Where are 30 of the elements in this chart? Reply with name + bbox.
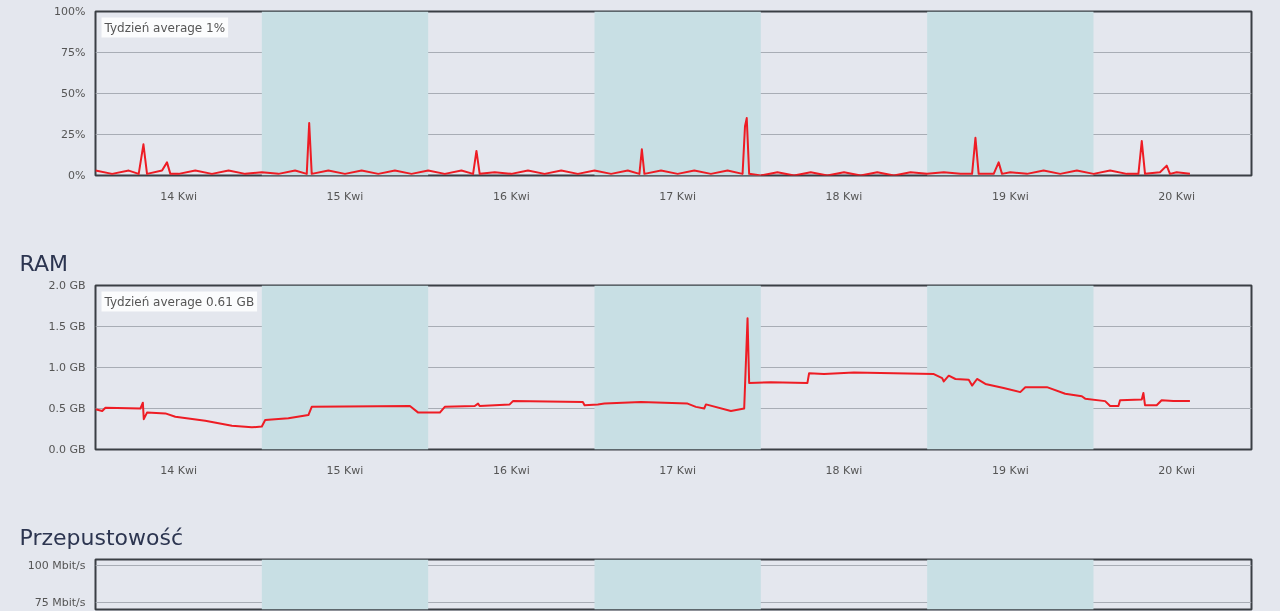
y-tick-label: 100 Mbit/s: [27, 558, 86, 572]
x-tick-label: 15 Kwi: [326, 463, 364, 477]
x-tick-label: 16 Kwi: [492, 463, 530, 477]
chart-title: Przepustowość: [19, 524, 183, 550]
y-tick-label: 75%: [61, 46, 86, 59]
annotation: Tydzień average 1%: [103, 20, 226, 35]
x-tick-label: 18 Kwi: [825, 463, 863, 477]
x-tick-label: 20 Kwi: [1158, 189, 1196, 203]
y-tick-label: 1.5 GB: [48, 320, 86, 333]
y-tick-label: 0.5 GB: [48, 402, 86, 415]
y-tick-label: 0%: [68, 169, 86, 182]
x-tick-label: 17 Kwi: [659, 463, 697, 477]
x-tick-label: 18 Kwi: [825, 189, 863, 203]
x-tick-label: 19 Kwi: [991, 189, 1029, 203]
annotation: Tydzień average 0.61 GB: [103, 294, 255, 309]
y-tick-label: 75 Mbit/s: [34, 595, 86, 609]
y-tick-label: 25%: [61, 128, 86, 141]
x-tick-label: 20 Kwi: [1158, 463, 1196, 477]
x-tick-label: 14 Kwi: [160, 189, 198, 203]
x-tick-label: 15 Kwi: [326, 189, 364, 203]
y-tick-label: 2.0 GB: [48, 279, 86, 292]
x-tick-label: 17 Kwi: [659, 189, 697, 203]
x-tick-label: 14 Kwi: [160, 463, 198, 477]
y-tick-label: 100%: [54, 5, 86, 18]
y-tick-label: 50%: [61, 87, 86, 100]
x-tick-label: 19 Kwi: [991, 463, 1029, 477]
y-tick-label: 1.0 GB: [48, 361, 86, 374]
chart-title: RAM: [19, 250, 68, 276]
x-tick-label: 16 Kwi: [492, 189, 530, 203]
y-tick-label: 0.0 GB: [48, 443, 86, 456]
